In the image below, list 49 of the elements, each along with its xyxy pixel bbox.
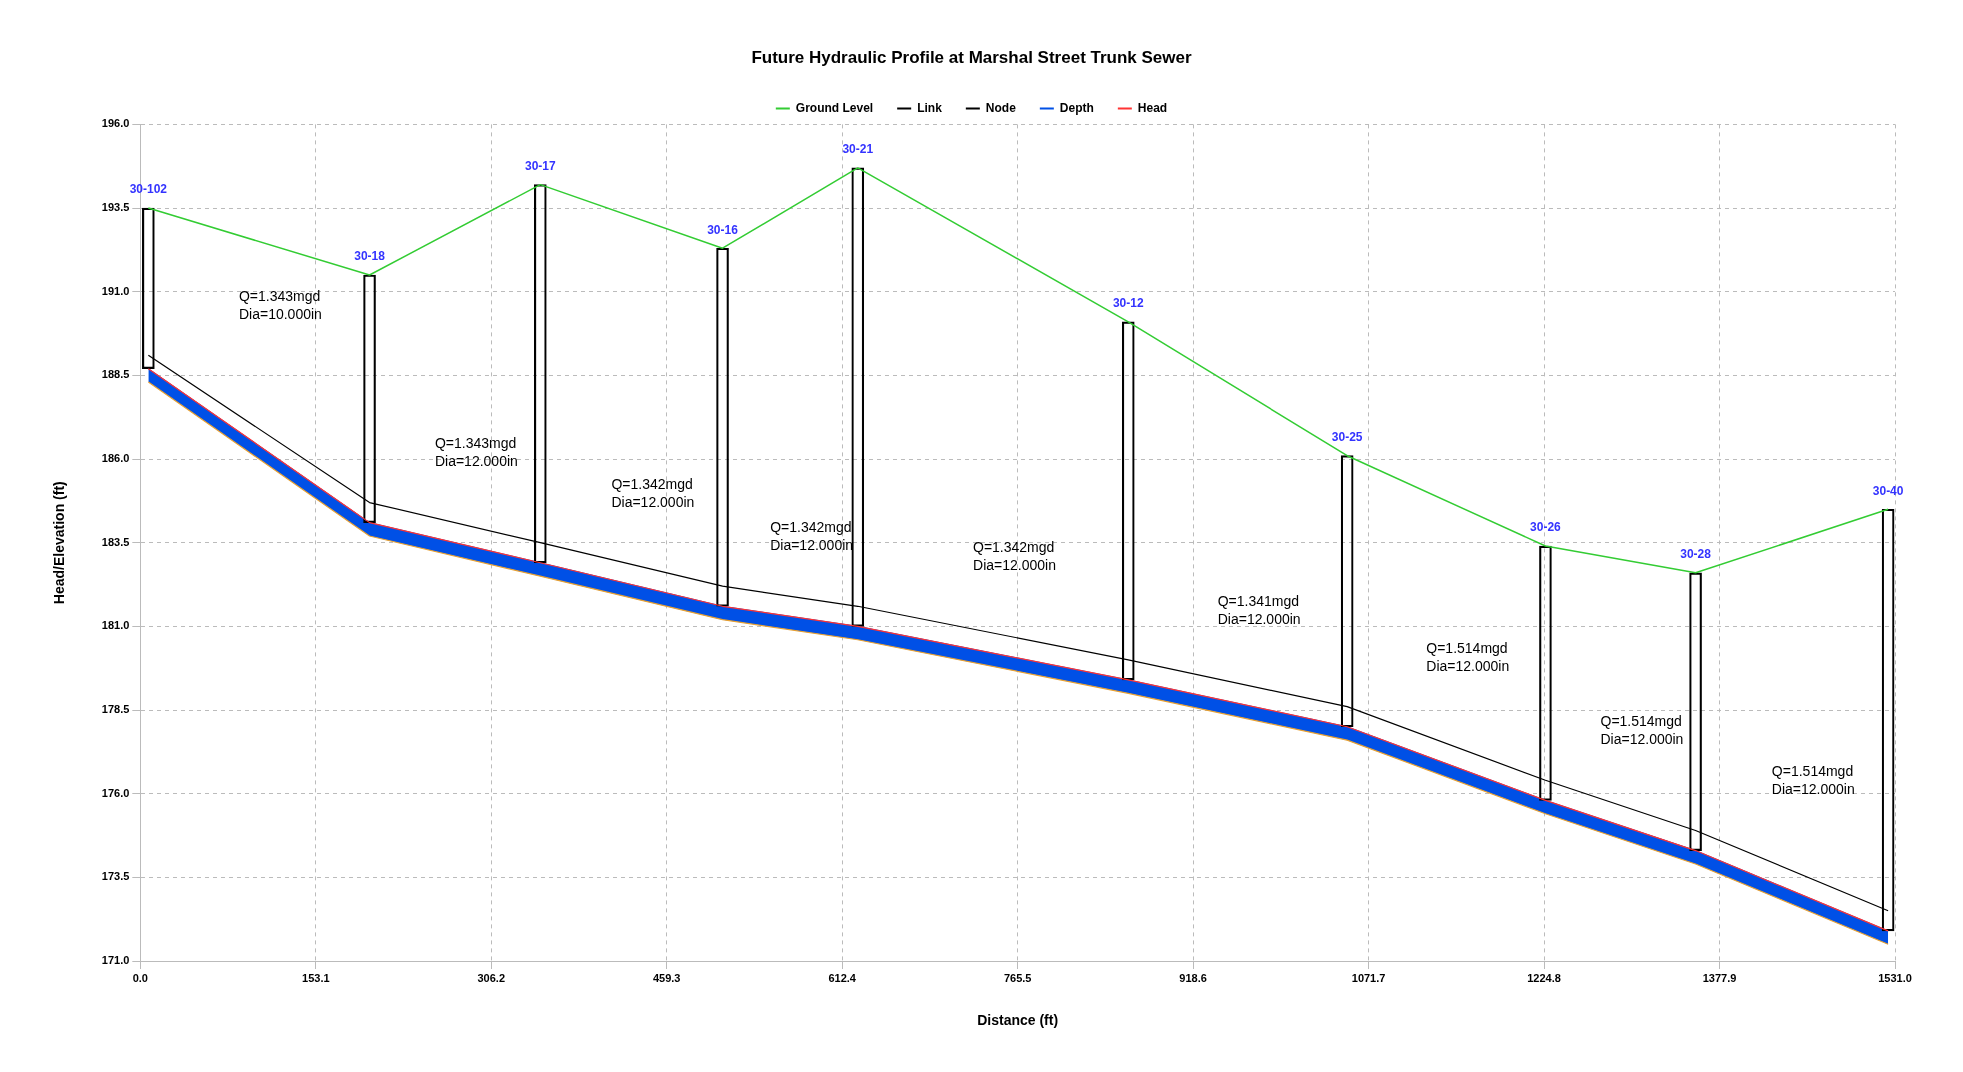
x-tick-label: 918.6: [1179, 971, 1207, 984]
x-tick-label: 765.5: [1003, 971, 1032, 984]
annotation: Q=1.342mgd Dia=12.000in: [973, 539, 1056, 574]
y-tick-label: 193.5: [101, 201, 130, 214]
y-tick-label: 186.0: [101, 452, 130, 465]
y-tick-label: 176.0: [101, 786, 130, 799]
x-tick-label: 459.3: [652, 971, 681, 984]
annotation: 30-17: [524, 158, 556, 173]
x-tick-label: 1377.9: [1702, 971, 1737, 984]
annotation: 30-16: [707, 222, 739, 237]
annotation: 30-26: [1530, 520, 1562, 535]
annotation: Q=1.343mgd Dia=12.000in: [434, 435, 518, 470]
x-tick-label: 1531.0: [1878, 971, 1912, 984]
y-tick-label: 191.0: [101, 284, 130, 297]
annotation: Q=1.514mgd Dia=12.000in: [1426, 639, 1510, 674]
y-tick-label: 183.5: [101, 535, 130, 548]
annotation: Q=1.514mgd Dia=12.000in: [1771, 763, 1855, 798]
y-tick-label: 173.5: [101, 870, 130, 883]
annotation: Q=1.341mgd Dia=12.000in: [1217, 592, 1301, 627]
y-tick-label: 171.0: [101, 954, 130, 967]
y-tick-label: 196.0: [101, 117, 130, 130]
x-tick-label: 1071.7: [1351, 971, 1386, 984]
annotation: 30-102: [129, 182, 168, 197]
legend-label: Node: [985, 100, 1017, 115]
legend-label: Link: [917, 100, 943, 115]
x-tick-label: 612.4: [828, 971, 857, 984]
y-tick-label: 181.0: [101, 619, 130, 632]
annotation: 30-21: [842, 142, 874, 157]
y-tick-label: 178.5: [101, 703, 130, 716]
chart-title: Future Hydraulic Profile at Marshal Street Trunk Sewer: [751, 47, 1192, 67]
legend-label: Depth: [1059, 100, 1094, 115]
annotation: 30-18: [354, 249, 386, 264]
annotation: 30-25: [1331, 430, 1363, 445]
x-tick-label: 306.2: [477, 971, 506, 984]
annotation: Q=1.514mgd Dia=12.000in: [1600, 713, 1684, 748]
annotation: Q=1.342mgd Dia=12.000in: [770, 519, 854, 554]
x-tick-label: 1224.8: [1527, 971, 1561, 984]
y-tick-label: 188.5: [101, 368, 130, 381]
x-axis-title: Distance (ft): [977, 1012, 1059, 1029]
annotation: Q=1.343mgd Dia=10.000in: [238, 288, 322, 323]
annotation: 30-40: [1872, 483, 1904, 498]
y-axis-title: Head/Elevation (ft): [51, 481, 68, 605]
legend-label: Head: [1137, 100, 1168, 115]
x-tick-label: 153.1: [302, 971, 330, 984]
x-tick-label: 0.0: [132, 971, 148, 984]
legend-label: Ground Level: [795, 100, 874, 115]
annotation: 30-12: [1112, 296, 1144, 311]
annotation: Q=1.342mgd Dia=12.000in: [611, 475, 695, 510]
annotation: 30-28: [1680, 547, 1712, 562]
